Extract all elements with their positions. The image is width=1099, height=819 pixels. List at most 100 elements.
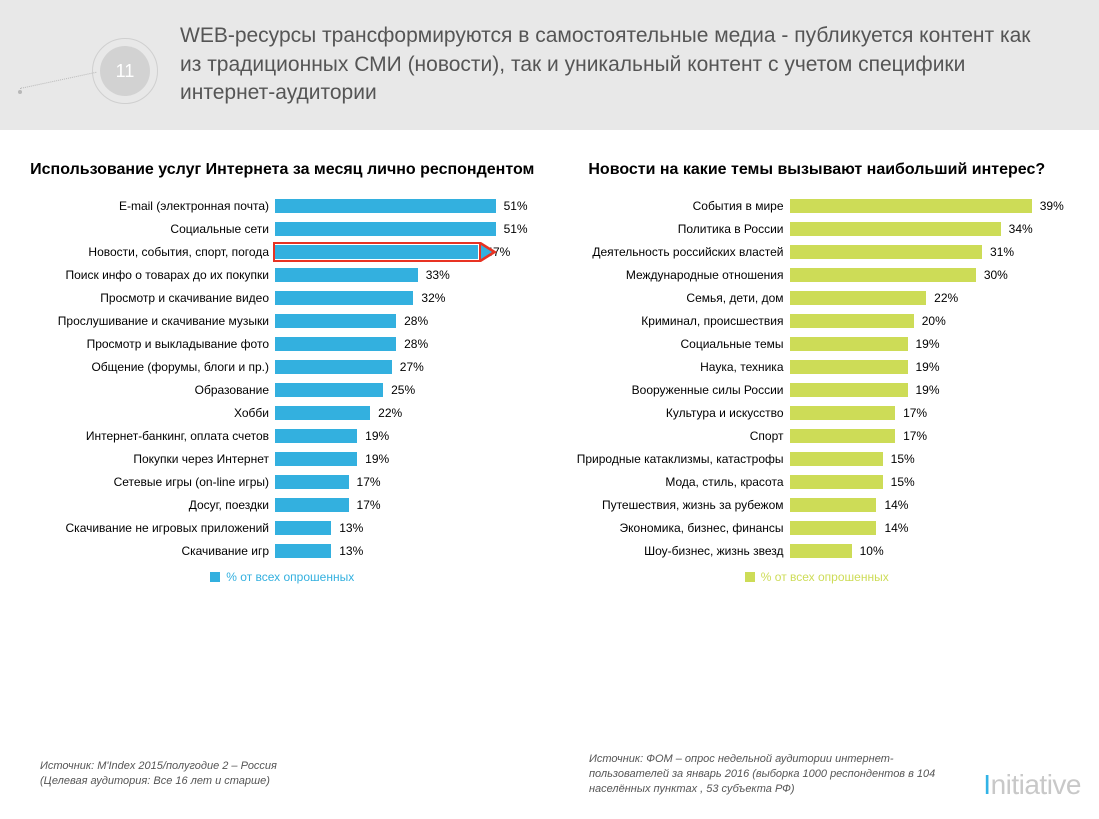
bar-label: Досуг, поездки: [30, 498, 275, 512]
bar-row: Хобби22%: [30, 401, 535, 424]
bar-row: Деятельность российских властей31%: [565, 240, 1070, 263]
bar-track: 32%: [275, 286, 535, 309]
bar-fill: [275, 498, 349, 512]
right-chart-source: Источник: ФОМ – опрос недельной аудитори…: [589, 752, 969, 797]
bar-value: 10%: [860, 544, 884, 558]
bar-track: 39%: [790, 194, 1070, 217]
bar-label: Семья, дети, дом: [565, 291, 790, 305]
bar-track: 27%: [275, 355, 535, 378]
legend-text: % от всех опрошенных: [226, 570, 354, 584]
bar-row: Досуг, поездки 17%: [30, 493, 535, 516]
bar-value: 13%: [339, 544, 363, 558]
bar-fill: [790, 521, 877, 535]
bar-value: 34%: [1009, 222, 1033, 236]
bar-label: Просмотр и скачивание видео: [30, 291, 275, 305]
header-band: 11 WEB-ресурсы трансформируются в самост…: [0, 0, 1099, 130]
legend-text: % от всех опрошенных: [761, 570, 889, 584]
bar-row: Общение (форумы, блоги и пр.)27%: [30, 355, 535, 378]
bar-track: 22%: [790, 286, 1070, 309]
bar-value: 17%: [903, 429, 927, 443]
bar-label: Интернет-банкинг, оплата счетов: [30, 429, 275, 443]
bar-label: Криминал, происшествия: [565, 314, 790, 328]
bar-row: Криминал, происшествия 20%: [565, 309, 1070, 332]
bar-label: Мода, стиль, красота: [565, 475, 790, 489]
brand-rest: nitiative: [991, 769, 1081, 800]
bar-label: Новости, события, спорт, погода: [30, 245, 275, 259]
bar-label: Общение (форумы, блоги и пр.): [30, 360, 275, 374]
bar-fill: [275, 245, 478, 259]
bar-fill: [790, 337, 908, 351]
bar-fill: [275, 199, 496, 213]
bar-row: Международные отношения30%: [565, 263, 1070, 286]
bar-track: 30%: [790, 263, 1070, 286]
bar-track: 33%: [275, 263, 535, 286]
bar-row: Природные катаклизмы, катастрофы15%: [565, 447, 1070, 470]
bar-fill: [790, 222, 1001, 236]
legend-swatch: [210, 572, 220, 582]
bar-fill: [275, 222, 496, 236]
bar-value: 15%: [891, 475, 915, 489]
bar-row: Сетевые игры (on-line игры)17%: [30, 470, 535, 493]
bar-row: Социальные темы 19%: [565, 332, 1070, 355]
bar-value: 25%: [391, 383, 415, 397]
bar-value: 39%: [1040, 199, 1064, 213]
bar-label: Спорт: [565, 429, 790, 443]
bar-value: 19%: [916, 383, 940, 397]
bar-label: Путешествия, жизнь за рубежом: [565, 498, 790, 512]
bar-row: Образование25%: [30, 378, 535, 401]
bar-label: Хобби: [30, 406, 275, 420]
bar-fill: [790, 498, 877, 512]
bar-fill: [275, 429, 357, 443]
bar-track: 31%: [790, 240, 1070, 263]
bar-label: Культура и искусство: [565, 406, 790, 420]
bar-value: 28%: [404, 314, 428, 328]
bar-track: 14%: [790, 516, 1070, 539]
slide-number-ornament: 11: [40, 28, 160, 108]
bar-value: 19%: [916, 337, 940, 351]
bar-value: 19%: [365, 452, 389, 466]
slide-number: 11: [100, 46, 150, 96]
arrow-icon-inner: [481, 245, 492, 259]
right-chart-legend: % от всех опрошенных: [565, 570, 1070, 584]
bar-fill: [790, 452, 883, 466]
bar-row: Путешествия, жизнь за рубежом14%: [565, 493, 1070, 516]
bar-track: 13%: [275, 516, 535, 539]
bar-value: 19%: [916, 360, 940, 374]
bar-track: 19%: [275, 447, 535, 470]
right-chart-bars: События в мире39%Политика в России34%Дея…: [565, 194, 1070, 562]
bar-label: Просмотр и выкладывание фото: [30, 337, 275, 351]
bar-label: Шоу-бизнес, жизнь звезд: [565, 544, 790, 558]
bar-track: 34%: [790, 217, 1070, 240]
brand-i: I: [983, 769, 990, 800]
bar-label: Скачивание игр: [30, 544, 275, 558]
bar-fill: [275, 291, 413, 305]
bar-track: 22%: [275, 401, 535, 424]
bar-track: 14%: [790, 493, 1070, 516]
bar-fill: [790, 383, 908, 397]
bar-row: Просмотр и скачивание видео 32%: [30, 286, 535, 309]
bar-row: Покупки через Интернет19%: [30, 447, 535, 470]
bar-track: 10%: [790, 539, 1070, 562]
bar-value: 31%: [990, 245, 1014, 259]
bar-label: Сетевые игры (on-line игры): [30, 475, 275, 489]
bar-value: 32%: [421, 291, 445, 305]
bar-track: 19%: [790, 378, 1070, 401]
left-chart-title: Использование услуг Интернета за месяц л…: [30, 160, 535, 180]
bar-track: 28%: [275, 309, 535, 332]
bar-row: Скачивание не игровых приложений13%: [30, 516, 535, 539]
bar-row: Вооруженные силы России19%: [565, 378, 1070, 401]
bar-row: Интернет-банкинг, оплата счетов 19%: [30, 424, 535, 447]
bar-label: Социальные темы: [565, 337, 790, 351]
bar-value: 20%: [922, 314, 946, 328]
bar-label: Прослушивание и скачивание музыки: [30, 314, 275, 328]
bar-fill: [790, 475, 883, 489]
bar-value: 22%: [934, 291, 958, 305]
bar-value: 17%: [357, 498, 381, 512]
charts-area: Использование услуг Интернета за месяц л…: [0, 130, 1099, 584]
bar-row: Шоу-бизнес, жизнь звезд 10%: [565, 539, 1070, 562]
bar-label: Природные катаклизмы, катастрофы: [565, 452, 790, 466]
bar-row: Прослушивание и скачивание музыки 28%: [30, 309, 535, 332]
bar-value: 19%: [365, 429, 389, 443]
left-chart-source: Источник: M'Index 2015/полугодие 2 – Рос…: [40, 759, 420, 789]
bar-value: 51%: [504, 222, 528, 236]
